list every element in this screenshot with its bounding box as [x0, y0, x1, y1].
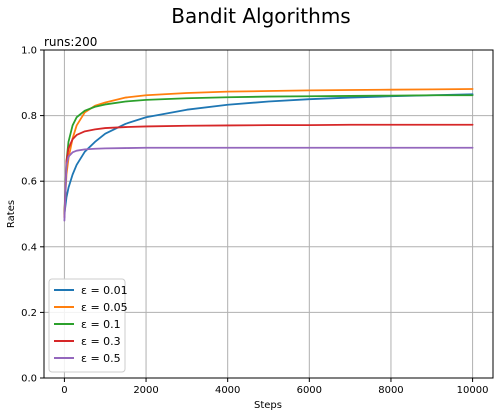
y-axis-ticks: 0.0 0.2 0.4 0.6 0.8 1.0 — [21, 46, 44, 385]
legend: ε = 0.01 ε = 0.05 ε = 0.1 ε = 0.3 ε = 0.5 — [48, 278, 128, 373]
x-axis-ticks: 0 2000 4000 6000 8000 10000 — [61, 378, 488, 396]
series-line-4 — [63, 146, 474, 222]
y-tick-label: 0.4 — [21, 242, 37, 253]
series-line-3 — [63, 123, 474, 219]
plot-frame — [43, 49, 494, 379]
legend-label-1: ε = 0.05 — [81, 301, 128, 314]
y-tick-label: 1.0 — [21, 46, 37, 57]
x-tick-label: 2000 — [133, 385, 158, 396]
series-line-0 — [63, 93, 474, 215]
legend-box — [48, 278, 126, 373]
x-tick-label: 8000 — [378, 385, 403, 396]
legend-label-3: ε = 0.3 — [81, 335, 121, 348]
y-tick-label: 0.8 — [21, 111, 37, 122]
x-tick-label: 6000 — [297, 385, 322, 396]
x-tick-label: 0 — [61, 385, 67, 396]
legend-label-0: ε = 0.01 — [81, 284, 128, 297]
x-tick-label: 4000 — [215, 385, 240, 396]
legend-label-4: ε = 0.5 — [81, 352, 121, 365]
series-line-2 — [63, 94, 474, 215]
x-tick-label: 10000 — [457, 385, 489, 396]
axes-title: runs:200 — [44, 35, 97, 49]
y-axis-label: Rates — [6, 200, 17, 228]
legend-label-2: ε = 0.1 — [81, 318, 121, 331]
series-lines — [63, 88, 474, 222]
y-tick-label: 0.6 — [21, 177, 37, 188]
y-tick-label: 0.0 — [21, 374, 37, 385]
y-tick-label: 0.2 — [21, 308, 37, 319]
figure-suptitle: Bandit Algorithms — [171, 4, 350, 28]
x-axis-label: Steps — [254, 400, 282, 411]
